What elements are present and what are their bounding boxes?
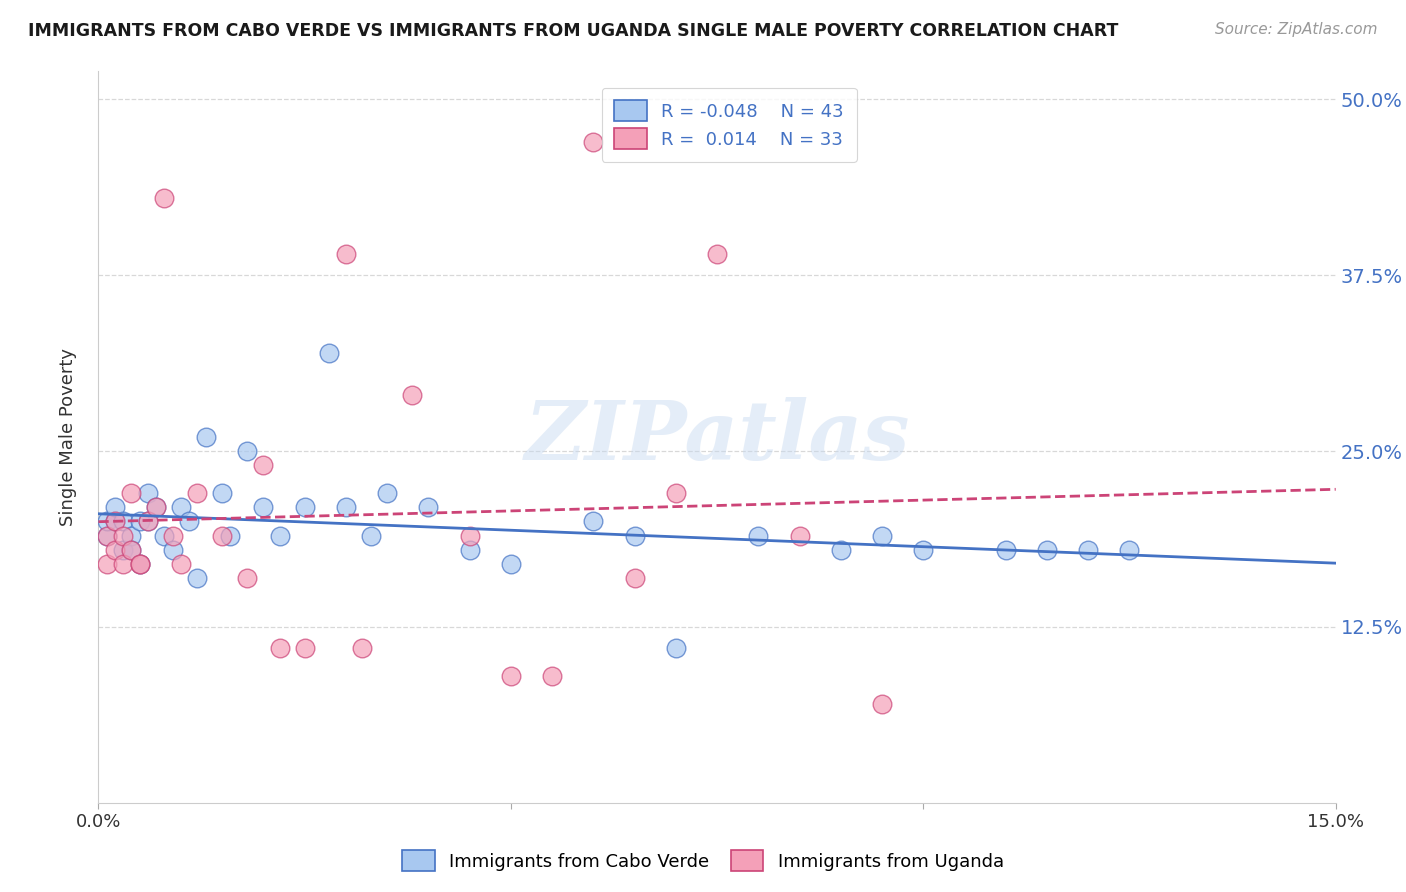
Point [623,571,645,585]
Point [120,542,142,557]
Point [994,542,1017,557]
Y-axis label: Single Male Poverty: Single Male Poverty [59,348,77,526]
Point [499,557,522,571]
Point [252,500,274,515]
Point [623,528,645,542]
Point [706,247,728,261]
Point [211,528,233,542]
Point [870,698,893,712]
Point [499,669,522,683]
Point [458,528,481,542]
Point [252,458,274,473]
Point [335,500,357,515]
Legend: R = -0.048    N = 43, R =  0.014    N = 33: R = -0.048 N = 43, R = 0.014 N = 33 [602,87,856,162]
Point [112,528,135,542]
Point [128,557,150,571]
Text: Source: ZipAtlas.com: Source: ZipAtlas.com [1215,22,1378,37]
Point [418,500,440,515]
Point [870,528,893,542]
Point [1036,542,1059,557]
Point [1077,542,1099,557]
Point [236,444,259,458]
Text: IMMIGRANTS FROM CABO VERDE VS IMMIGRANTS FROM UGANDA SINGLE MALE POVERTY CORRELA: IMMIGRANTS FROM CABO VERDE VS IMMIGRANTS… [28,22,1119,40]
Point [162,528,184,542]
Point [912,542,935,557]
Point [128,557,150,571]
Legend: Immigrants from Cabo Verde, Immigrants from Uganda: Immigrants from Cabo Verde, Immigrants f… [395,843,1011,879]
Point [96,528,118,542]
Point [269,641,291,656]
Point [120,542,142,557]
Point [294,500,316,515]
Point [145,500,167,515]
Text: ZIPatlas: ZIPatlas [524,397,910,477]
Point [112,515,135,529]
Point [170,500,193,515]
Point [153,528,176,542]
Point [665,641,688,656]
Point [194,430,217,444]
Point [360,528,382,542]
Point [96,515,118,529]
Point [582,515,605,529]
Point [170,557,193,571]
Point [112,557,135,571]
Point [145,500,167,515]
Point [96,557,118,571]
Point [747,528,769,542]
Point [186,486,208,500]
Point [104,515,127,529]
Point [789,528,811,542]
Point [236,571,259,585]
Point [335,247,357,261]
Point [401,388,423,402]
Point [104,542,127,557]
Point [665,486,688,500]
Point [375,486,398,500]
Point [219,528,242,542]
Point [269,528,291,542]
Point [136,486,159,500]
Point [153,191,176,205]
Point [186,571,208,585]
Point [582,135,605,149]
Point [179,515,201,529]
Point [136,515,159,529]
Point [1118,542,1140,557]
Point [458,542,481,557]
Point [120,528,142,542]
Point [162,542,184,557]
Point [541,669,564,683]
Point [96,528,118,542]
Point [104,500,127,515]
Point [128,515,150,529]
Point [294,641,316,656]
Point [120,486,142,500]
Point [104,515,127,529]
Point [318,345,340,359]
Point [830,542,852,557]
Point [352,641,374,656]
Point [112,542,135,557]
Point [136,515,159,529]
Point [211,486,233,500]
Point [128,557,150,571]
